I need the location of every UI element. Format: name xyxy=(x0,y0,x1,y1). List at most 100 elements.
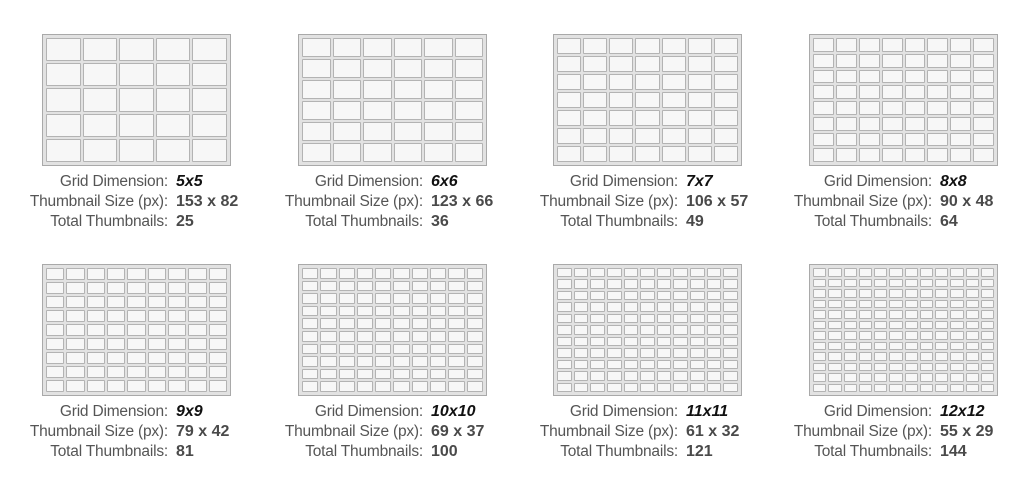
thumbnail-cell xyxy=(927,38,949,52)
thumbnail-cell xyxy=(557,268,572,278)
grid-card-12x12[interactable]: Grid Dimension: 12x12 Thumbnail Size (px)… xyxy=(764,264,1019,502)
thumbnail-cell xyxy=(980,310,994,319)
thumbnail-cell xyxy=(302,101,331,120)
thumbnail-cell xyxy=(661,74,686,90)
thumbnail-cell xyxy=(874,383,888,392)
thumbnail-cell xyxy=(706,371,722,381)
thumbnail-cell xyxy=(557,74,582,90)
thumbnail-cell xyxy=(393,356,410,367)
thumbnail-cell xyxy=(208,338,227,350)
thumbnail-cell xyxy=(320,305,337,317)
thumbnail-cell xyxy=(874,341,888,350)
thumbnail-cell xyxy=(858,383,872,392)
thumbnail-cell xyxy=(935,362,949,371)
thumbnail-cell xyxy=(606,371,622,381)
thumbnail-cell xyxy=(835,132,857,147)
thumbnail-cell xyxy=(302,59,331,78)
thumbnail-cell xyxy=(881,148,903,162)
thumbnail-cell xyxy=(706,382,722,392)
grid-card-5x5[interactable]: Grid Dimension: 5x5 Thumbnail Size (px): 1… xyxy=(0,34,255,272)
thumbnail-cell xyxy=(356,381,374,392)
thumbnail-cell xyxy=(363,80,392,99)
thumbnail-cell xyxy=(192,113,227,137)
thumbnail-cell xyxy=(430,381,447,392)
thumbnail-size-label: Thumbnail Size (px): xyxy=(539,423,678,440)
grid-card-10x10[interactable]: Grid Dimension: 10x10 Thumbnail Size (px)… xyxy=(255,264,510,502)
thumbnail-cell xyxy=(466,331,483,342)
thumbnail-cell xyxy=(573,290,589,301)
thumbnail-cell xyxy=(466,381,483,392)
grid-card-8x8[interactable]: Grid Dimension: 8x8 Thumbnail Size (px): 9… xyxy=(764,34,1019,272)
grid-preview xyxy=(809,34,998,166)
thumbnail-cell xyxy=(302,368,319,380)
thumbnail-cell xyxy=(208,324,227,336)
total-thumbnails-value: 121 xyxy=(686,443,713,460)
thumbnail-cell xyxy=(448,305,465,317)
thumbnail-size-label: Thumbnail Size (px): xyxy=(539,193,678,210)
thumbnail-cell xyxy=(980,362,994,371)
grid-dimension-value: 8x8 xyxy=(940,173,967,190)
thumbnail-cell xyxy=(935,289,949,298)
thumbnail-cell xyxy=(363,59,392,78)
thumbnail-cell xyxy=(835,148,857,162)
thumbnail-cell xyxy=(155,113,191,137)
thumbnail-cell xyxy=(843,352,857,361)
grid-card-9x9[interactable]: Grid Dimension: 9x9 Thumbnail Size (px): 7… xyxy=(0,264,255,502)
thumbnail-cell xyxy=(656,325,672,335)
grid-card-7x7[interactable]: Grid Dimension: 7x7 Thumbnail Size (px): 1… xyxy=(510,34,765,272)
thumbnail-cell xyxy=(927,116,949,131)
grid-dimension-value: 9x9 xyxy=(176,403,203,420)
thumbnail-cell xyxy=(881,53,903,68)
thumbnail-cell xyxy=(656,371,672,381)
thumbnail-cell xyxy=(927,101,949,115)
thumbnail-cell xyxy=(640,302,655,312)
thumbnail-cell xyxy=(687,128,712,144)
thumbnail-cell xyxy=(706,348,722,358)
thumbnail-cell xyxy=(673,359,689,370)
thumbnail-cell xyxy=(573,382,589,392)
thumbnail-cell xyxy=(965,383,979,392)
thumbnail-cell xyxy=(356,356,374,367)
thumbnail-cell xyxy=(66,282,85,294)
thumbnail-cell xyxy=(430,368,447,380)
thumbnail-cell xyxy=(623,348,639,358)
grid-preview xyxy=(298,264,487,396)
thumbnail-cell xyxy=(66,296,85,308)
thumbnail-cell xyxy=(82,63,118,87)
thumbnail-cell xyxy=(557,302,572,312)
grid-card-6x6[interactable]: Grid Dimension: 6x6 Thumbnail Size (px): 1… xyxy=(255,34,510,272)
thumbnail-cell xyxy=(606,290,622,301)
thumbnail-cell xyxy=(107,380,126,392)
thumbnail-cell xyxy=(302,38,331,57)
grid-info: Grid Dimension: 6x6 Thumbnail Size (px): 1… xyxy=(255,172,510,232)
thumbnail-cell xyxy=(973,53,994,68)
thumbnail-cell xyxy=(935,383,949,392)
total-thumbnails-value: 100 xyxy=(431,443,458,460)
thumbnail-cell xyxy=(168,310,187,322)
thumbnail-cell xyxy=(661,38,686,54)
thumbnail-cell xyxy=(713,146,738,162)
thumbnail-cell xyxy=(673,302,689,312)
thumbnail-cell xyxy=(147,310,166,322)
thumbnail-cell xyxy=(835,101,857,115)
thumbnail-cell xyxy=(919,362,933,371)
thumbnail-cell xyxy=(393,59,422,78)
thumbnail-cell xyxy=(904,362,918,371)
grid-card-11x11[interactable]: Grid Dimension: 11x11 Thumbnail Size (px)… xyxy=(510,264,765,502)
thumbnail-cell xyxy=(82,138,118,162)
thumbnail-cell xyxy=(411,356,429,367)
thumbnail-cell xyxy=(302,318,319,329)
thumbnail-cell xyxy=(147,282,166,294)
thumbnail-cell xyxy=(338,381,355,392)
thumbnail-cell xyxy=(889,352,903,361)
thumbnail-cell xyxy=(107,282,126,294)
thumbnail-cell xyxy=(980,268,994,277)
thumbnail-cell xyxy=(656,268,672,278)
thumbnail-cell xyxy=(66,338,85,350)
thumbnail-cell xyxy=(155,138,191,162)
grid-preview xyxy=(42,264,231,396)
thumbnail-cell xyxy=(843,320,857,329)
thumbnail-cell xyxy=(858,341,872,350)
thumbnail-cell xyxy=(980,352,994,361)
thumbnail-cell xyxy=(965,320,979,329)
